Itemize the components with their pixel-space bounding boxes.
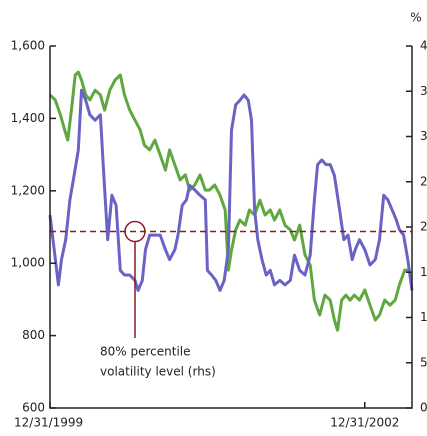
y-tick-label: 1,200 [11,183,45,197]
x-tick-label: 12/31/2002 [330,416,399,430]
y2-tick-label: 1 [420,310,427,324]
annotation-text: volatility level (rhs) [100,365,216,379]
y-tick-label: 1,400 [11,111,45,125]
y-tick-label: 600 [22,401,45,415]
y2-tick-label: 3 [420,129,427,143]
y2-tick-label: 4 [420,39,427,53]
y2-tick-label: 2 [420,220,427,234]
data-line [48,70,410,332]
y2-tick-label: 5 [420,355,427,369]
annotation-text: 80% percentile [100,345,191,359]
y-tick-label: 1,000 [11,256,45,270]
data-line [48,88,414,292]
y2-unit: % [410,11,421,25]
y2-tick-label: 2 [420,174,427,188]
y2-tick-label: 3 [420,84,427,98]
y-tick-label: 800 [22,328,45,342]
y2-tick-label: 0 [420,401,427,415]
y-tick-label: 1,600 [11,39,45,53]
x-tick-label: 12/31/1999 [14,416,83,430]
y2-tick-label: 1 [420,265,427,279]
